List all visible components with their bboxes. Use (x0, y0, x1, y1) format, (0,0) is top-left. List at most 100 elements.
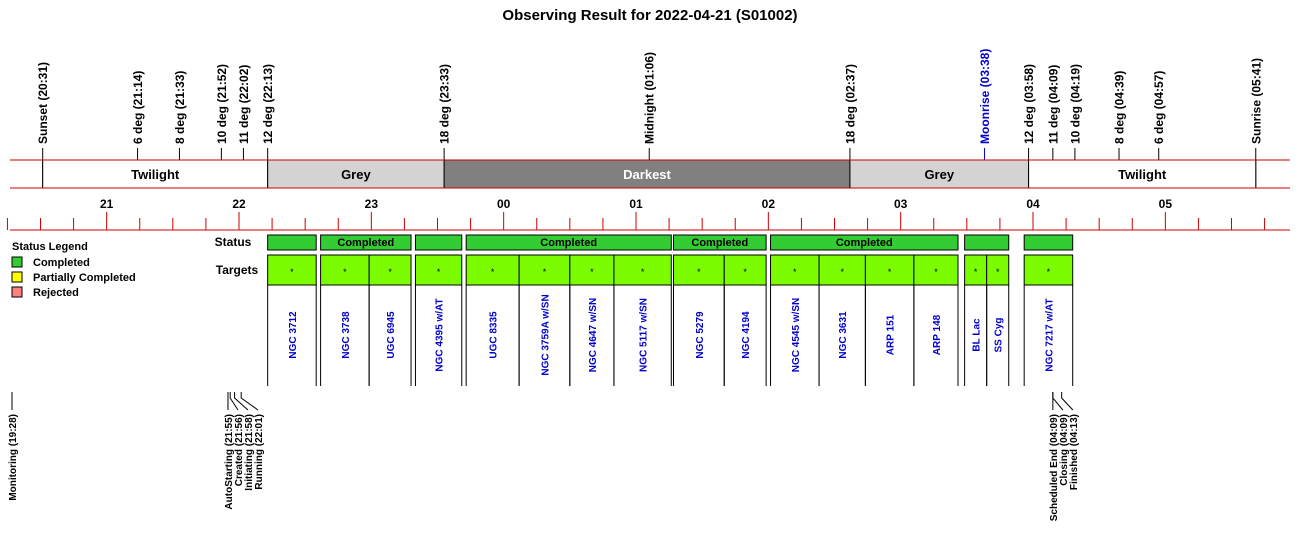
status-bar (672, 234, 767, 251)
hour-tick-label: 04 (1026, 197, 1040, 211)
sky-band-label: Twilight (1118, 167, 1167, 182)
target-marker: * (437, 267, 441, 277)
target-name: NGC 3712 (288, 311, 299, 359)
status-bar-label: Completed (691, 237, 748, 249)
target-name: NGC 4194 (741, 311, 752, 359)
target-block (267, 254, 317, 286)
target-marker: * (1047, 267, 1051, 277)
legend-label: Partially Completed (33, 272, 136, 284)
target-name: UGC 8335 (489, 311, 500, 359)
status-bar (465, 234, 672, 251)
target-block (465, 254, 520, 286)
target-marker: * (996, 267, 1000, 277)
state-event-label: Initiating (21:58) (244, 414, 255, 491)
legend-swatch (11, 286, 23, 298)
status-bar-label: Completed (540, 237, 597, 249)
chart-title: Observing Result for 2022-04-21 (S01002) (502, 7, 797, 24)
targets-row: * NGC 3712 * NGC 3738 * UGC 6945 * NGC 4395 w/A… (267, 254, 1074, 386)
sky-band-label: Grey (924, 167, 954, 182)
time-axis: 21 22 23 00 01 02 03 04 05 (6, 159, 1290, 231)
state-event-label: Closing (04:09) (1059, 414, 1070, 486)
target-marker: * (934, 267, 938, 277)
sky-band (443, 159, 851, 189)
target-marker: * (543, 267, 547, 277)
state-event-tick (1061, 392, 1074, 411)
legend-label: Rejected (33, 287, 79, 299)
hour-tick-label: 02 (762, 197, 776, 211)
event-label: 11 deg (04:09) (1046, 65, 1060, 144)
event-label: 8 deg (21:33) (173, 71, 187, 144)
state-event-tick (229, 392, 239, 411)
target-marker: * (793, 267, 797, 277)
sky-band-label: Grey (341, 167, 371, 182)
status-bar (964, 234, 1010, 251)
state-event-tick (1052, 392, 1064, 411)
target-name: NGC 4647 w/SN (588, 298, 599, 372)
hour-tick-label: 00 (497, 197, 511, 211)
target-block (320, 254, 370, 286)
state-event-label: Running (22:01) (254, 414, 265, 490)
legend-swatch (11, 256, 23, 268)
state-event-label: Finished (04:13) (1069, 414, 1080, 490)
event-label: 12 deg (22:13) (261, 64, 275, 144)
legend-title: Status Legend (12, 241, 88, 253)
target-marker: * (590, 267, 594, 277)
event-label: Moonrise (03:38) (978, 49, 992, 144)
event-label: 10 deg (04:19) (1068, 64, 1082, 144)
target-marker: * (840, 267, 844, 277)
event-label: Sunset (20:31) (36, 62, 50, 144)
sky-condition-bands: Twilight Grey Darkest Grey Twilight (42, 159, 1257, 189)
event-markers: Sunset (20:31) 6 deg (21:14) 8 deg (21:33)… (36, 49, 1263, 188)
target-name: NGC 3759A w/SN (540, 294, 551, 375)
status-bar (267, 234, 317, 251)
target-marker: * (697, 267, 701, 277)
targets-row-label: Targets (216, 263, 259, 277)
hour-tick-label: 01 (629, 197, 643, 211)
status-bar (770, 234, 959, 251)
target-name: NGC 7217 w/AT (1044, 298, 1055, 371)
target-block (1023, 254, 1074, 286)
row-labels: Status Targets (215, 235, 259, 277)
target-block (818, 254, 866, 286)
state-event-label: AutoStarting (21:55) (224, 414, 235, 510)
target-block (723, 254, 767, 286)
target-name: NGC 3631 (838, 311, 849, 359)
hour-tick-label: 05 (1159, 197, 1173, 211)
target-block (613, 254, 672, 286)
target-marker: * (641, 267, 645, 277)
target-block (368, 254, 412, 286)
status-bar-label: Completed (836, 237, 893, 249)
target-block (986, 254, 1010, 286)
hour-tick-label: 21 (100, 197, 114, 211)
state-event-label: Scheduled End (04:09) (1049, 414, 1060, 521)
event-label: 6 deg (04:57) (1152, 71, 1166, 144)
target-block (414, 254, 463, 286)
status-bar (1023, 234, 1074, 251)
target-name: NGC 4545 w/SN (791, 298, 802, 372)
target-name: SS Cyg (994, 317, 1005, 352)
status-legend: Status Legend Completed Partially Complete… (11, 241, 136, 299)
target-name: ARP 151 (886, 314, 897, 355)
state-event-tick (240, 392, 259, 411)
target-name: NGC 3738 (341, 311, 352, 359)
event-label: 11 deg (22:02) (237, 65, 251, 144)
target-marker: * (974, 267, 978, 277)
status-row: Completed Completed Completed Completed (267, 234, 1074, 251)
event-label: 10 deg (21:52) (215, 64, 229, 144)
target-marker: * (343, 267, 347, 277)
target-name: NGC 4395 w/AT (435, 298, 446, 371)
target-marker: * (743, 267, 747, 277)
target-name: NGC 5117 w/SN (639, 298, 650, 372)
target-marker: * (491, 267, 495, 277)
legend-swatch (11, 271, 23, 283)
event-label: 18 deg (23:33) (438, 64, 452, 144)
state-event-tick (234, 392, 249, 411)
sky-band-label: Twilight (131, 167, 180, 182)
state-events: Monitoring (19:28) AutoStarting (21:55) Cr… (8, 392, 1080, 521)
status-bar-label: Completed (337, 237, 394, 249)
legend-label: Completed (33, 257, 90, 269)
state-event-label: Monitoring (19:28) (8, 414, 19, 501)
event-label: Midnight (01:06) (643, 52, 657, 144)
event-label: 12 deg (03:58) (1022, 64, 1036, 144)
